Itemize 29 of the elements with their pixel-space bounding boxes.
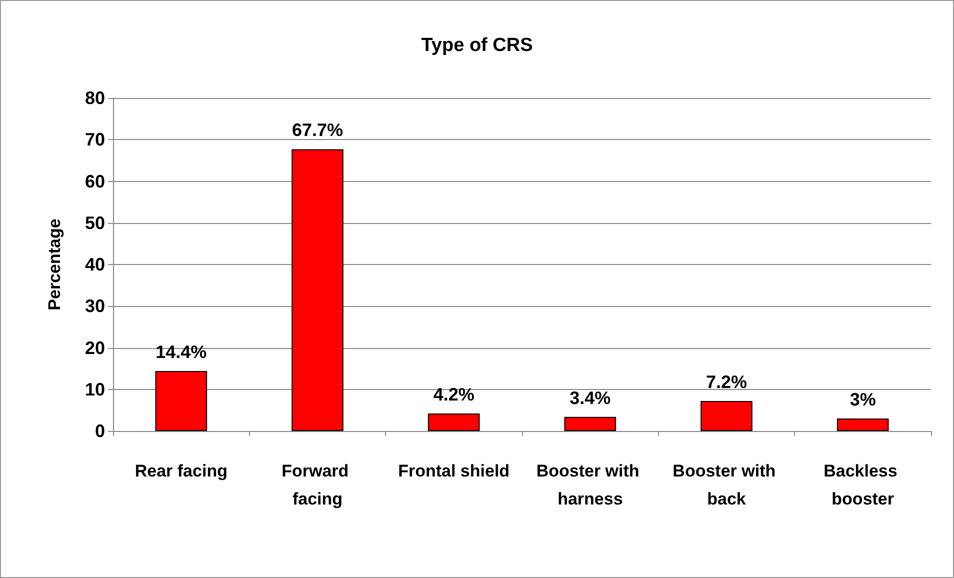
y-tick-label: 80 (84, 88, 105, 108)
bar (155, 371, 208, 431)
data-label: 3.4% (570, 388, 611, 408)
y-tick-label: 20 (84, 338, 105, 358)
bar (564, 416, 616, 431)
x-tick-label: Frontal shield (398, 462, 510, 480)
chart-title: Type of CRS (421, 35, 533, 56)
bar (836, 418, 889, 431)
y-tick-label: 50 (84, 212, 105, 233)
bar (292, 149, 344, 431)
x-tick-label: Booster with harness (536, 462, 644, 508)
bar (700, 401, 752, 431)
x-tick-label: Rear facing (134, 462, 228, 480)
y-tick-label: 70 (84, 130, 105, 150)
data-label: 3% (850, 390, 876, 410)
data-label: 14.4% (156, 342, 207, 362)
y-tick-label: 0 (94, 421, 105, 441)
data-label: 4.2% (433, 384, 474, 405)
y-tick-label: 30 (84, 296, 105, 316)
data-label: 7.2% (706, 372, 748, 392)
bar (428, 414, 480, 431)
x-tick-label: Backless booster (824, 462, 902, 508)
y-tick-label: 40 (84, 254, 105, 274)
x-tick-label: Booster with back (672, 462, 780, 508)
y-tick-label: 10 (84, 379, 105, 400)
y-tick-label: 60 (84, 171, 105, 192)
x-tick-label: Forward facing (282, 462, 354, 508)
y-axis-title: Percentage (45, 218, 64, 310)
data-label: 67.7% (292, 120, 344, 140)
